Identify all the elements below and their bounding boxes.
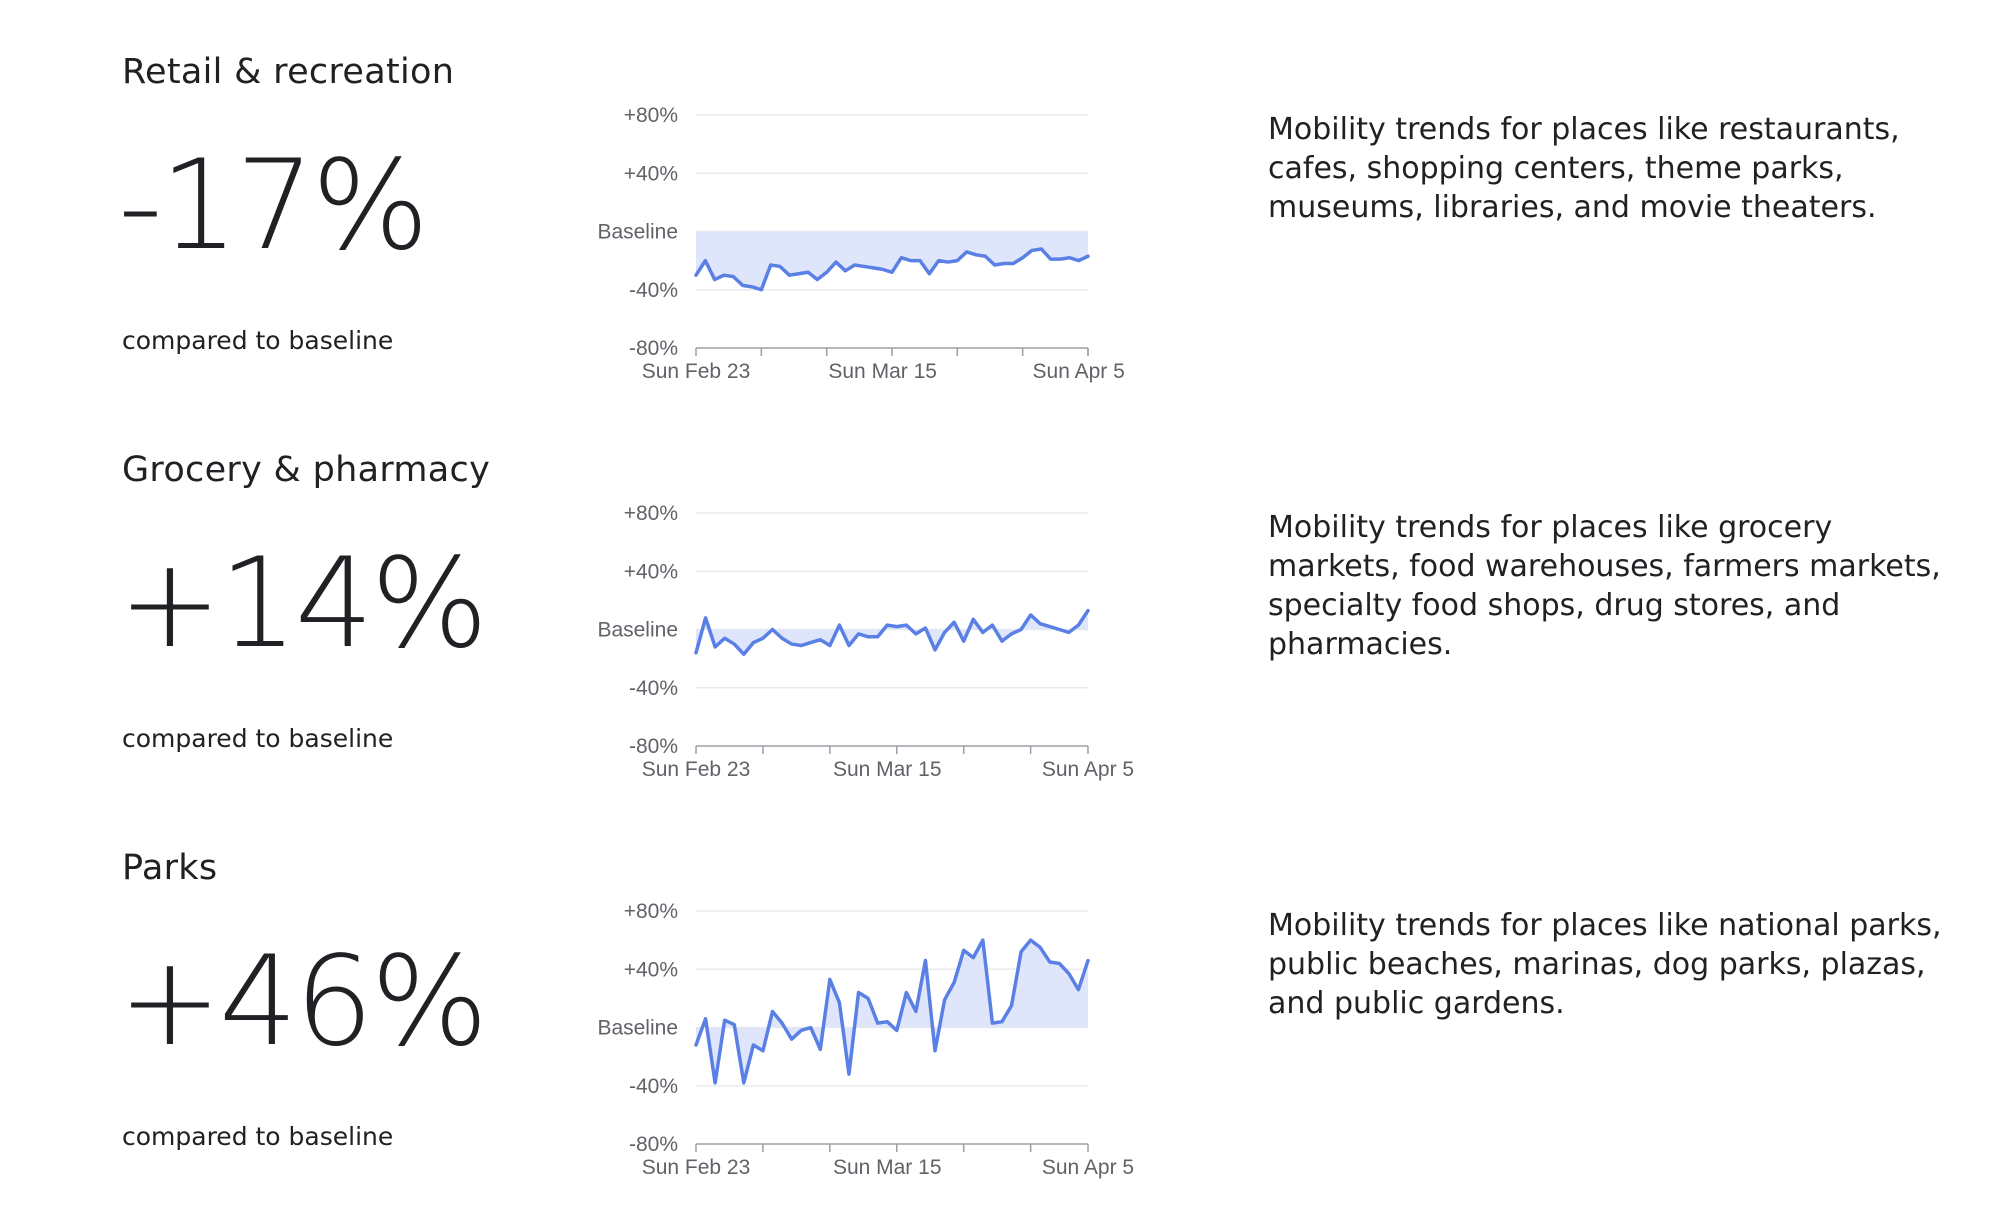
y-tick-label: +40% bbox=[624, 162, 678, 185]
trend-chart: +80% +40% Baseline -40% -80%Sun Feb 23 Sun Ma… bbox=[597, 900, 1134, 1179]
y-tick-label: +80% bbox=[624, 104, 678, 127]
y-tick-label: +40% bbox=[624, 958, 678, 981]
compared-to-baseline-label: compared to baseline bbox=[122, 326, 394, 355]
category-title: Parks bbox=[122, 848, 218, 888]
x-tick-label: Sun Apr 5 bbox=[1042, 1156, 1134, 1179]
y-tick-label: -40% bbox=[629, 677, 678, 700]
baseline-difference-area bbox=[696, 231, 1088, 290]
y-tick-label: Baseline bbox=[597, 221, 678, 244]
x-tick-label: Sun Apr 5 bbox=[1033, 360, 1125, 383]
category-section-grocery-pharmacy: Grocery & pharmacy +14% compared to base… bbox=[0, 420, 2000, 820]
compared-to-baseline-label: compared to baseline bbox=[122, 724, 394, 753]
series-line bbox=[694, 608, 1090, 657]
percent-change-value: +46% bbox=[118, 930, 489, 1074]
series-line bbox=[694, 247, 1090, 292]
x-tick-label: Sun Feb 23 bbox=[642, 360, 751, 383]
category-description: Mobility trends for places like restaura… bbox=[1268, 112, 1900, 225]
x-tick-label: Sun Feb 23 bbox=[642, 1156, 751, 1179]
y-tick-label: -80% bbox=[629, 735, 678, 758]
x-tick-label: Sun Mar 15 bbox=[833, 1156, 942, 1179]
y-tick-label: Baseline bbox=[597, 619, 678, 642]
percent-change-value: -17% bbox=[118, 134, 429, 278]
trend-chart: +80% +40% Baseline -40% -80%Sun Feb 23 Sun Ma… bbox=[597, 502, 1134, 781]
x-tick-label: Sun Mar 15 bbox=[828, 360, 937, 383]
compared-to-baseline-label: compared to baseline bbox=[122, 1122, 394, 1151]
category-section-parks: Parks +46% compared to baseline +80% +40%… bbox=[0, 818, 2000, 1218]
y-tick-label: +80% bbox=[624, 900, 678, 923]
y-tick-label: Baseline bbox=[597, 1017, 678, 1040]
x-tick-label: Sun Feb 23 bbox=[642, 758, 751, 781]
y-tick-label: -40% bbox=[629, 279, 678, 302]
trend-chart: +80% +40% Baseline -40% -80%Sun Feb 23 Sun Ma… bbox=[597, 104, 1125, 383]
y-tick-label: +80% bbox=[624, 502, 678, 525]
y-tick-label: -80% bbox=[629, 1133, 678, 1156]
category-title: Grocery & pharmacy bbox=[122, 450, 491, 490]
category-description: Mobility trends for places like grocery … bbox=[1268, 510, 1941, 662]
category-description: Mobility trends for places like national… bbox=[1268, 908, 1942, 1021]
baseline-difference-area bbox=[696, 940, 1088, 1083]
x-tick-label: Sun Mar 15 bbox=[833, 758, 942, 781]
percent-change-value: +14% bbox=[118, 532, 489, 676]
x-tick-label: Sun Apr 5 bbox=[1042, 758, 1134, 781]
y-tick-label: +40% bbox=[624, 560, 678, 583]
y-tick-label: -40% bbox=[629, 1075, 678, 1098]
category-section-retail-recreation: Retail & recreation -17% compared to bas… bbox=[0, 22, 2000, 422]
category-title: Retail & recreation bbox=[122, 52, 455, 92]
series-line bbox=[694, 938, 1090, 1085]
y-tick-label: -80% bbox=[629, 337, 678, 360]
